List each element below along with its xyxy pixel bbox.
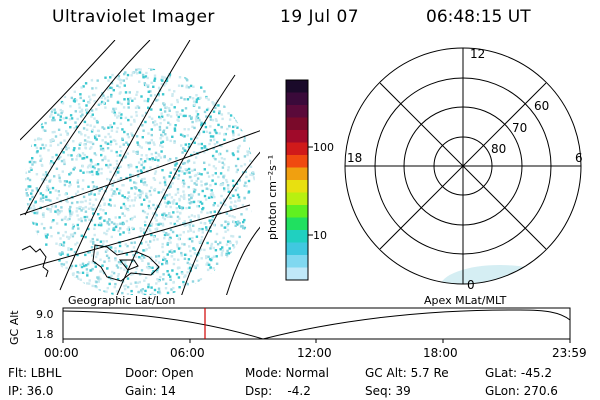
altitude-ymin: 1.8: [36, 328, 54, 341]
colorbar-band: [286, 130, 308, 143]
info-seq: Seq: 39: [365, 384, 411, 398]
colorbar-band: [286, 167, 308, 181]
colorbar-band: [286, 255, 308, 268]
colorbar-band: [286, 242, 308, 256]
colorbar-band: [286, 192, 308, 206]
x-tick-0600: 06:00: [170, 346, 205, 360]
info-flt: Flt: LBHL: [8, 366, 62, 380]
mlat-label-80: 80: [491, 142, 506, 156]
geographic-label: Geographic Lat/Lon: [68, 294, 175, 307]
geographic-map: [20, 40, 260, 295]
info-glat: GLat: -45.2: [485, 366, 552, 380]
mlt-label-6: 6: [575, 151, 583, 165]
colorbar-band: [286, 217, 308, 231]
colorbar-band: [286, 205, 308, 218]
info-glon: GLon: 270.6: [485, 384, 558, 398]
colorbar-band: [286, 142, 308, 156]
info-door: Door: Open: [125, 366, 194, 380]
altitude-ylabel: GC Alt: [8, 310, 21, 345]
colorbar-band: [286, 267, 308, 281]
altitude-plot: GC Alt 9.0 1.8 00:00 06:00 12:00 18:00 2…: [8, 307, 587, 360]
header-time: 06:48:15 UT: [426, 7, 531, 27]
colorbar: [286, 80, 308, 281]
header-date: 19 Jul 07: [280, 7, 360, 27]
apex-label: Apex MLat/MLT: [424, 294, 507, 307]
mlt-label-18: 18: [347, 151, 362, 165]
uv-emission-image: [25, 68, 255, 295]
colorbar-band: [286, 180, 308, 193]
colorbar-unit-label: photon cm⁻²s⁻¹: [266, 155, 279, 240]
header-instrument: Ultraviolet Imager: [52, 7, 215, 27]
colorbar-band: [286, 117, 308, 131]
mlt-label-0: 0: [467, 278, 475, 292]
info-gain: Gain: 14: [125, 384, 176, 398]
altitude-ymax: 9.0: [36, 308, 54, 321]
info-mode: Mode: Normal: [245, 366, 329, 380]
x-tick-1800: 18:00: [423, 346, 458, 360]
x-tick-2359: 23:59: [552, 346, 587, 360]
colorbar-tick-100: 100: [313, 141, 334, 154]
mlat-label-60: 60: [534, 99, 549, 113]
colorbar-band: [286, 155, 308, 168]
info-gcalt: GC Alt: 5.7 Re: [365, 366, 449, 380]
mlt-label-12: 12: [470, 47, 485, 61]
colorbar-band: [286, 80, 308, 93]
geographic-grid: [20, 40, 260, 295]
info-ip: IP: 36.0: [8, 384, 54, 398]
x-tick-1200: 12:00: [297, 346, 332, 360]
colorbar-band: [286, 92, 308, 106]
colorbar-band: [286, 230, 308, 243]
polar-plot: [344, 47, 582, 285]
colorbar-tick-10: 10: [313, 229, 327, 242]
colorbar-band: [286, 105, 308, 118]
x-tick-0000: 00:00: [44, 346, 79, 360]
mlat-label-70: 70: [512, 121, 527, 135]
info-dsp: Dsp: -4.2: [245, 384, 311, 398]
colorbar-frame: [285, 79, 309, 281]
